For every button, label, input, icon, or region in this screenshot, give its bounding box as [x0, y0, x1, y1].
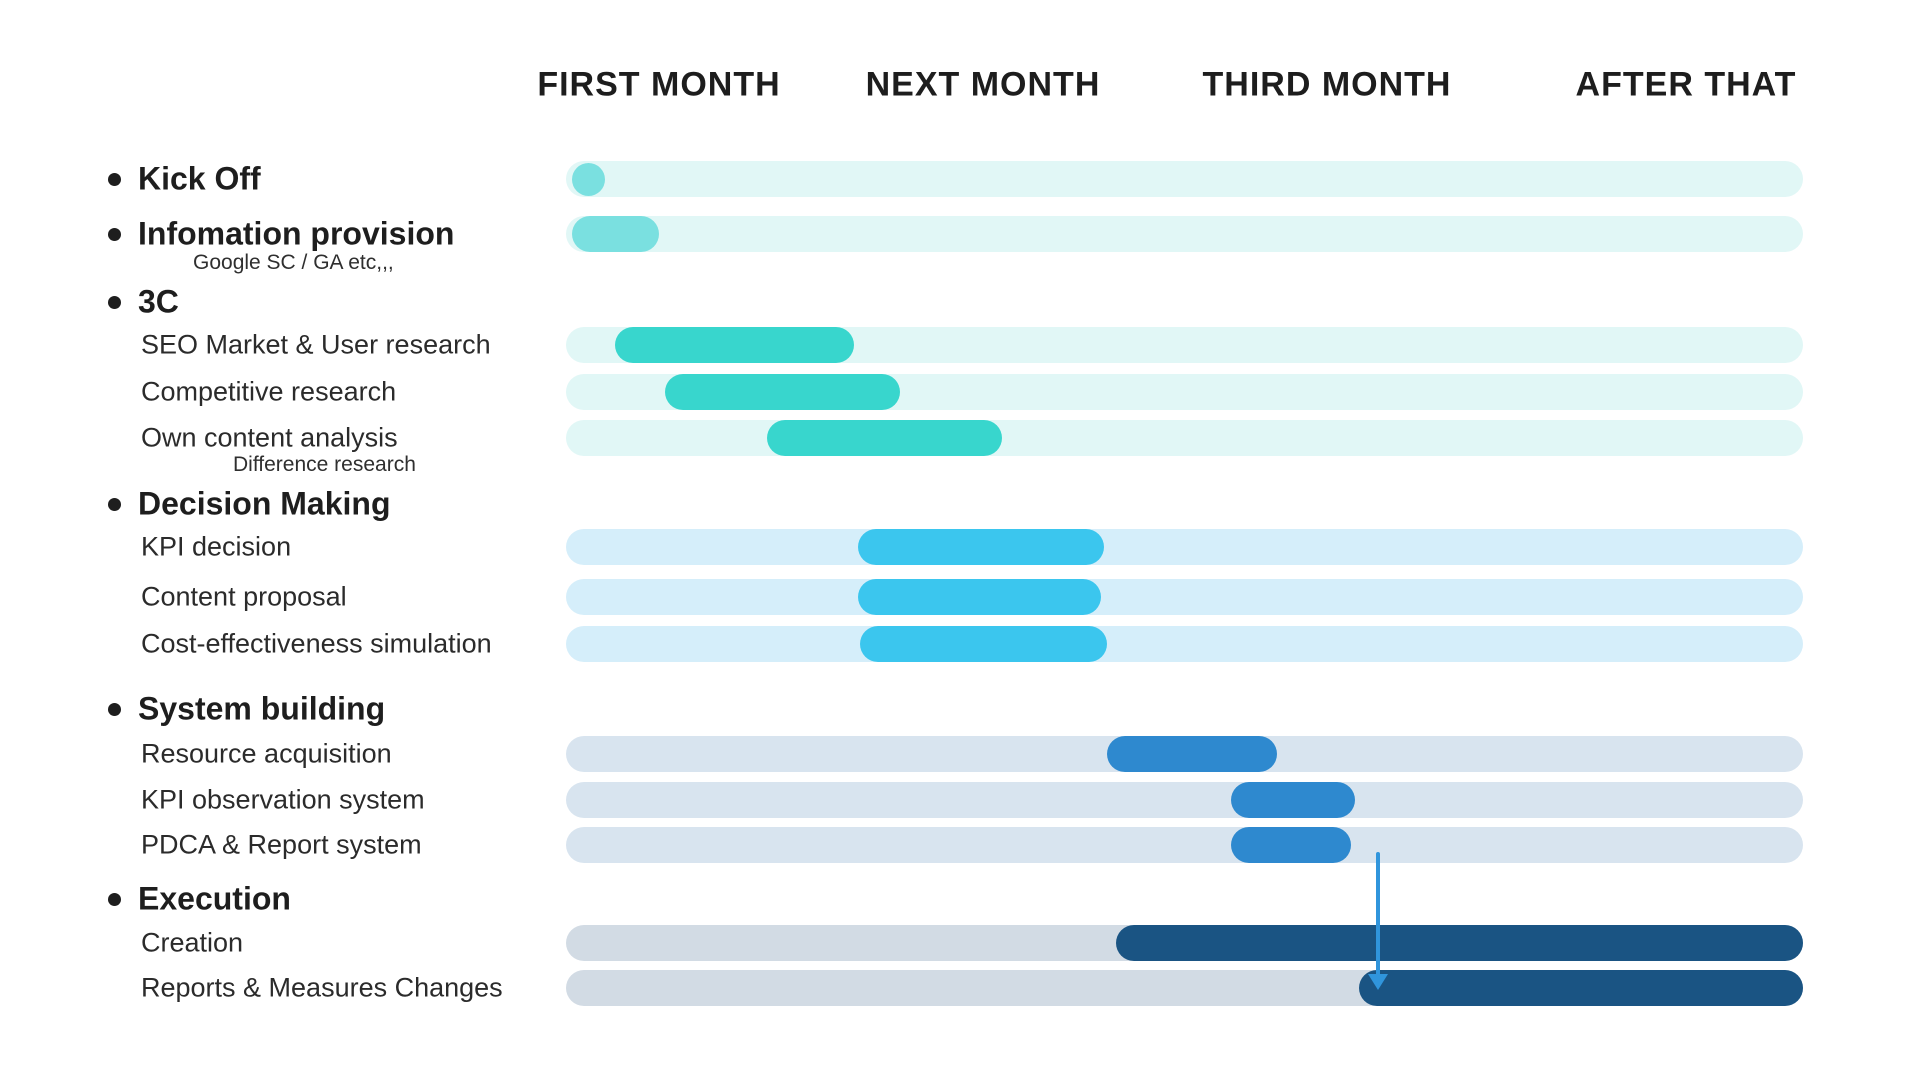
- task-label: SEO Market & User research: [141, 329, 491, 360]
- header-third-month: THIRD MONTH: [1202, 65, 1452, 104]
- section-heading: System building: [138, 690, 386, 727]
- bullet-icon: [108, 892, 121, 906]
- task-label: KPI decision: [141, 531, 292, 562]
- task-label: Resource acquisition: [141, 738, 392, 769]
- timeline-track: [566, 782, 1803, 818]
- timeline-track: [566, 626, 1803, 662]
- arrow-down-icon: [1367, 974, 1388, 990]
- timeline-track: [566, 579, 1803, 615]
- task-bar: [1230, 782, 1355, 818]
- header-next-month: NEXT MONTH: [865, 65, 1101, 104]
- section-heading: 3C: [138, 283, 179, 320]
- arrow-line: [1375, 852, 1380, 976]
- header-first-month: FIRST MONTH: [537, 65, 781, 104]
- timeline-track: [566, 420, 1803, 456]
- task-label: Infomation provision: [138, 215, 455, 252]
- timeline-track: [566, 161, 1803, 197]
- task-label: Cost-effectiveness simulation: [141, 628, 492, 659]
- header-after-that: AFTER THAT: [1575, 65, 1797, 104]
- task-bar: [1359, 970, 1803, 1006]
- section-heading: Decision Making: [138, 485, 391, 522]
- task-bar: [859, 626, 1108, 662]
- task-bar: [664, 374, 900, 410]
- bullet-icon: [108, 497, 121, 511]
- task-label: Own content analysis: [141, 422, 398, 453]
- task-label: Content proposal: [141, 581, 347, 612]
- task-label: PDCA & Report system: [141, 829, 422, 860]
- timeline-track: [566, 827, 1803, 863]
- task-bar: [1107, 736, 1278, 772]
- bullet-icon: [108, 702, 121, 716]
- task-bar: [858, 529, 1105, 565]
- task-bar: [615, 327, 854, 363]
- timeline-track: [566, 529, 1803, 565]
- bullet-icon: [108, 172, 121, 186]
- task-bar: [1230, 827, 1352, 863]
- task-label: Reports & Measures Changes: [141, 972, 503, 1003]
- task-label: KPI observation system: [141, 784, 425, 815]
- task-bar: [767, 420, 1003, 456]
- task-sublabel: Google SC / GA etc,,,: [193, 251, 394, 274]
- task-bar: [858, 579, 1101, 615]
- section-heading: Execution: [138, 880, 291, 917]
- task-bar: [572, 162, 606, 196]
- task-label: Competitive research: [141, 376, 397, 407]
- task-label: Creation: [141, 927, 244, 958]
- task-bar: [1116, 925, 1803, 961]
- bullet-icon: [108, 227, 121, 241]
- bullet-icon: [108, 295, 121, 309]
- timeline-track: [566, 216, 1803, 252]
- task-sublabel: Difference research: [233, 453, 416, 476]
- task-bar: [572, 216, 659, 252]
- task-label: Kick Off: [138, 160, 261, 197]
